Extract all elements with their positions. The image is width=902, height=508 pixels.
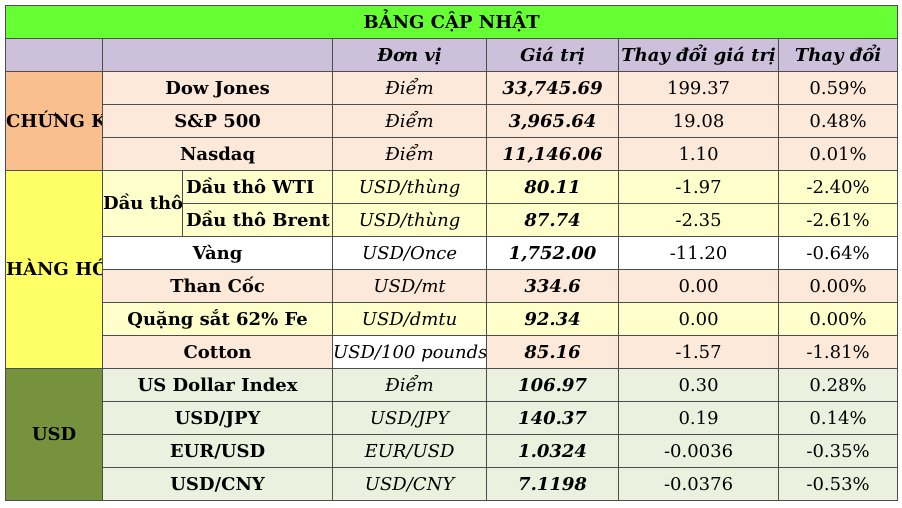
row-change: 0.30 xyxy=(618,368,779,402)
row-change: -0.0376 xyxy=(618,467,779,501)
row-value: 87.74 xyxy=(486,203,619,237)
row-value: 140.37 xyxy=(486,401,619,435)
row-value: 1.0324 xyxy=(486,434,619,468)
table-row: EUR/USD EUR/USD 1.0324 -0.0036 -0.35% xyxy=(6,434,898,468)
row-unit: Điểm xyxy=(332,137,487,171)
table-title: BẢNG CẬP NHẬT xyxy=(5,5,898,39)
table-row: Vàng USD/Once 1,752.00 -11.20 -0.64% xyxy=(6,236,898,270)
row-unit: USD/100 pounds xyxy=(332,335,487,369)
title-row: BẢNG CẬP NHẬT xyxy=(5,5,898,39)
row-change: -2.35 xyxy=(618,203,779,237)
row-pct: 0.59% xyxy=(778,71,898,105)
row-unit: USD/mt xyxy=(332,269,487,303)
table-row: Quặng sắt 62% Fe USD/dmtu 92.34 0.00 0.0… xyxy=(6,302,898,336)
row-change: -1.57 xyxy=(618,335,779,369)
row-change: 0.00 xyxy=(618,269,779,303)
row-name: Than Cốc xyxy=(102,269,333,303)
table-row: CHỨNG KHOÁN Dow Jones Điểm 33,745.69 199… xyxy=(5,71,898,171)
row-pct: -2.40% xyxy=(778,170,898,204)
row-value: 33,745.69 xyxy=(486,71,619,105)
row-change: 0.19 xyxy=(618,401,779,435)
row-change: 1.10 xyxy=(618,137,779,171)
row-name: USD/JPY xyxy=(102,401,333,435)
table-row: Dầu thô Brent USD/thùng 87.74 -2.35 -2.6… xyxy=(6,203,898,237)
row-change: -11.20 xyxy=(618,236,779,270)
table-row: USD/JPY USD/JPY 140.37 0.19 0.14% xyxy=(6,401,898,435)
header-row: Đơn vị Giá trị Thay đổi giá trị Thay đổi xyxy=(5,38,898,72)
row-pct: -0.53% xyxy=(778,467,898,501)
row-value: 3,965.64 xyxy=(486,104,619,138)
header-change-value: Thay đổi giá trị xyxy=(618,38,779,72)
row-unit: USD/dmtu xyxy=(332,302,487,336)
row-unit: USD/Once xyxy=(332,236,487,270)
header-unit: Đơn vị xyxy=(332,38,487,72)
row-value: 1,752.00 xyxy=(486,236,619,270)
row-pct: 0.28% xyxy=(778,368,898,402)
row-unit: EUR/USD xyxy=(332,434,487,468)
row-name: Dầu thô Brent xyxy=(182,203,333,237)
row-value: 85.16 xyxy=(486,335,619,369)
subgroup-oil: Dầu thô xyxy=(102,170,183,237)
row-unit: Điểm xyxy=(332,368,487,402)
group-stocks: CHỨNG KHOÁN xyxy=(5,71,103,171)
row-value: 106.97 xyxy=(486,368,619,402)
row-change: 0.00 xyxy=(618,302,779,336)
row-value: 80.11 xyxy=(486,170,619,204)
row-change: 19.08 xyxy=(618,104,779,138)
header-blank-2 xyxy=(102,38,333,72)
row-name: Dầu thô WTI xyxy=(182,170,333,204)
row-pct: 0.48% xyxy=(778,104,898,138)
row-unit: USD/thùng xyxy=(332,203,487,237)
row-name: S&P 500 xyxy=(102,104,333,138)
table-row: HÀNG HÓA Dầu thô Dầu thô WTI USD/thùng 8… xyxy=(5,170,898,369)
row-pct: -0.64% xyxy=(778,236,898,270)
row-change: -0.0036 xyxy=(618,434,779,468)
header-value: Giá trị xyxy=(486,38,619,72)
row-value: 11,146.06 xyxy=(486,137,619,171)
row-change: 199.37 xyxy=(618,71,779,105)
row-name: US Dollar Index xyxy=(102,368,333,402)
row-value: 7.1198 xyxy=(486,467,619,501)
row-unit: USD/thùng xyxy=(332,170,487,204)
table-row: S&P 500 Điểm 3,965.64 19.08 0.48% xyxy=(6,104,898,138)
header-blank-1 xyxy=(5,38,103,72)
row-name: Quặng sắt 62% Fe xyxy=(102,302,333,336)
table-row: USD/CNY USD/CNY 7.1198 -0.0376 -0.53% xyxy=(6,467,898,501)
row-name: Cotton xyxy=(102,335,333,369)
row-pct: 0.01% xyxy=(778,137,898,171)
header-change-pct: Thay đổi xyxy=(778,38,898,72)
row-change: -1.97 xyxy=(618,170,779,204)
row-pct: 0.00% xyxy=(778,269,898,303)
row-value: 92.34 xyxy=(486,302,619,336)
table-row: USD US Dollar Index Điểm 106.97 0.30 0.2… xyxy=(5,368,898,501)
table-row: Nasdaq Điểm 11,146.06 1.10 0.01% xyxy=(6,137,898,171)
row-name: Dow Jones xyxy=(102,71,333,105)
table-row: Than Cốc USD/mt 334.6 0.00 0.00% xyxy=(6,269,898,303)
row-pct: 0.00% xyxy=(778,302,898,336)
row-pct: -1.81% xyxy=(778,335,898,369)
table-row: Cotton USD/100 pounds 85.16 -1.57 -1.81% xyxy=(6,335,898,369)
row-pct: -0.35% xyxy=(778,434,898,468)
row-unit: Điểm xyxy=(332,71,487,105)
row-name: Vàng xyxy=(102,236,333,270)
row-unit: USD/JPY xyxy=(332,401,487,435)
row-name: USD/CNY xyxy=(102,467,333,501)
market-update-table: BẢNG CẬP NHẬT Đơn vị Giá trị Thay đổi gi… xyxy=(5,5,898,501)
row-unit: USD/CNY xyxy=(332,467,487,501)
row-pct: -2.61% xyxy=(778,203,898,237)
group-commodities: HÀNG HÓA xyxy=(5,170,103,369)
row-name: Nasdaq xyxy=(102,137,333,171)
row-unit: Điểm xyxy=(332,104,487,138)
row-value: 334.6 xyxy=(486,269,619,303)
row-name: EUR/USD xyxy=(102,434,333,468)
row-pct: 0.14% xyxy=(778,401,898,435)
group-usd: USD xyxy=(5,368,103,501)
